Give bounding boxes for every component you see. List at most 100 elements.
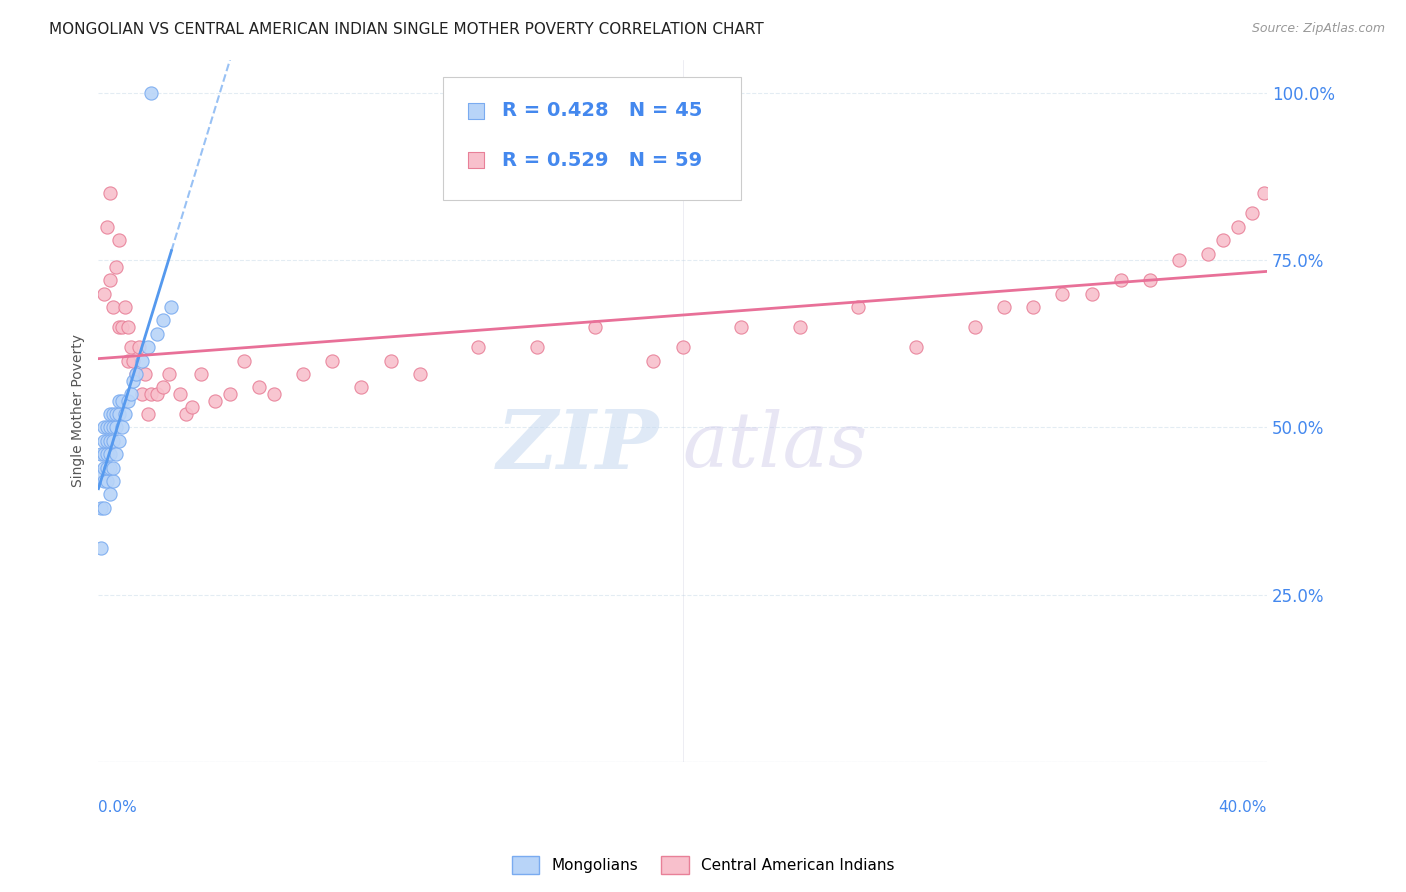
Point [120,340,142,354]
Point [128,340,150,354]
Point [146,326,169,341]
Text: R = 0.428   N = 45: R = 0.428 N = 45 [502,102,702,120]
Point [1226,219,1249,234]
Point [1253,186,1275,201]
Text: MONGOLIAN VS CENTRAL AMERICAN INDIAN SINGLE MOTHER POVERTY CORRELATION CHART: MONGOLIAN VS CENTRAL AMERICAN INDIAN SIN… [49,22,763,37]
Point [247,380,270,394]
FancyBboxPatch shape [443,77,741,200]
Point [1198,246,1220,260]
Y-axis label: Single Mother Poverty: Single Mother Poverty [72,334,86,487]
Point [98,460,121,475]
Text: 40.0%: 40.0% [1219,800,1267,815]
Point [98,186,121,201]
Point [136,407,159,421]
Point [139,86,162,100]
Point [169,387,191,401]
Point [1241,206,1264,220]
Point [125,367,148,381]
Point [108,434,131,448]
Point [180,401,202,415]
Point [104,260,127,274]
Point [93,500,115,515]
Point [1080,286,1102,301]
Point [96,219,118,234]
Point [409,367,432,381]
Point [321,353,343,368]
Point [233,353,256,368]
Point [120,387,142,401]
Point [104,420,127,434]
Legend: Mongolians, Central American Indians: Mongolians, Central American Indians [506,850,900,880]
Text: R = 0.529   N = 59: R = 0.529 N = 59 [502,151,702,169]
Point [1052,286,1074,301]
Point [101,300,124,314]
Text: Source: ZipAtlas.com: Source: ZipAtlas.com [1251,22,1385,36]
Point [291,367,314,381]
Point [905,340,928,354]
Point [101,434,124,448]
Point [93,460,115,475]
Point [174,407,197,421]
Point [98,407,121,421]
Point [114,407,136,421]
Point [93,434,115,448]
Point [1031,135,1053,149]
Point [90,447,112,461]
Point [108,407,131,421]
Point [114,300,136,314]
Point [204,393,226,408]
Point [643,353,665,368]
Point [101,420,124,434]
Point [789,320,811,334]
Point [93,447,115,461]
Point [146,387,169,401]
Point [672,340,695,354]
Point [101,474,124,488]
Point [96,447,118,461]
Point [101,460,124,475]
Point [190,367,212,381]
Point [111,320,134,334]
Point [467,340,489,354]
Point [98,447,121,461]
Point [108,393,131,408]
Point [122,353,145,368]
Text: atlas: atlas [683,409,868,483]
Point [93,474,115,488]
Point [730,320,752,334]
Point [380,353,402,368]
Point [152,313,174,327]
Point [98,434,121,448]
Point [117,320,139,334]
Point [108,320,131,334]
Point [131,353,153,368]
Point [90,467,112,482]
Point [98,273,121,287]
Point [96,420,118,434]
Point [101,407,124,421]
Text: 0.0%: 0.0% [98,800,138,815]
Point [104,447,127,461]
Point [139,387,162,401]
Text: ZIP: ZIP [496,406,659,486]
Point [90,500,112,515]
Point [1022,300,1045,314]
Point [98,420,121,434]
Point [1031,182,1053,196]
Point [134,367,156,381]
Point [219,387,242,401]
Point [350,380,373,394]
Point [1168,253,1191,268]
Point [1109,273,1132,287]
Point [104,407,127,421]
Point [131,387,153,401]
Point [583,320,606,334]
Point [157,367,180,381]
Point [1212,233,1234,247]
Point [993,300,1015,314]
Point [96,474,118,488]
Point [108,233,131,247]
Point [93,286,115,301]
Point [111,393,134,408]
Point [1139,273,1161,287]
